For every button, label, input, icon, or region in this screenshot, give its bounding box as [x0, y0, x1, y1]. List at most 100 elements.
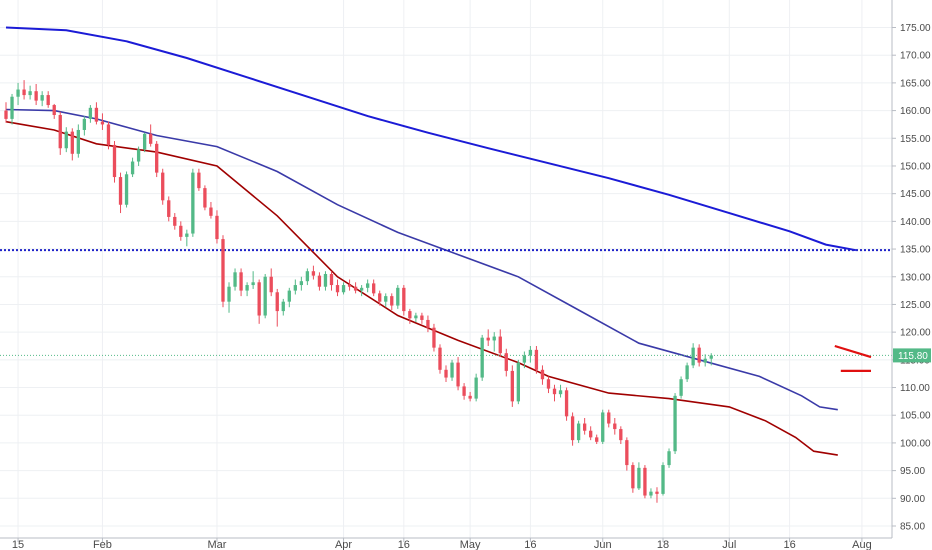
- candle: [438, 344, 442, 374]
- candle: [323, 271, 328, 291]
- candle-body: [347, 285, 352, 287]
- candle: [468, 391, 472, 402]
- candle: [305, 268, 310, 286]
- candle-body: [601, 412, 605, 442]
- candle: [64, 127, 68, 153]
- candle: [118, 172, 123, 214]
- candle-body: [179, 225, 183, 237]
- x-tick-label: Jun: [594, 539, 612, 550]
- candle: [613, 417, 617, 435]
- candle-body: [311, 271, 316, 276]
- candle: [185, 229, 189, 247]
- y-tick-label: 130.00: [900, 272, 931, 283]
- candle-body: [167, 200, 171, 217]
- candle-body: [40, 95, 44, 101]
- candle: [281, 298, 285, 316]
- candle: [534, 345, 539, 374]
- candle: [245, 282, 249, 297]
- candle: [28, 85, 32, 100]
- candle-body: [534, 349, 539, 370]
- candle-body: [649, 491, 653, 496]
- candle: [619, 426, 623, 445]
- candle-body: [552, 388, 557, 395]
- candle-body: [16, 89, 20, 97]
- y-tick-label: 120.00: [900, 328, 931, 339]
- y-tick-label: 100.00: [900, 438, 931, 449]
- candle-body: [161, 172, 165, 201]
- candle: [679, 376, 683, 399]
- candle-body: [582, 423, 587, 431]
- candle: [661, 462, 665, 496]
- candle-body: [595, 437, 599, 442]
- candle-body: [546, 379, 551, 389]
- candle: [233, 268, 237, 291]
- candle-body: [245, 285, 249, 291]
- candle: [142, 132, 147, 153]
- candle: [444, 365, 448, 382]
- candle-body: [221, 239, 225, 302]
- candle-body: [408, 311, 412, 319]
- y-tick-label: 170.00: [900, 51, 931, 62]
- candle-body: [28, 91, 32, 96]
- candle-body: [697, 347, 701, 363]
- candle-body: [528, 349, 533, 356]
- candle-body: [149, 133, 153, 144]
- candle-body: [34, 91, 38, 101]
- candle: [34, 83, 38, 106]
- candle-body: [589, 430, 593, 438]
- x-tick-label: Apr: [335, 539, 352, 550]
- candle: [293, 279, 297, 295]
- candle: [311, 265, 316, 280]
- y-tick-label: 145.00: [900, 189, 931, 200]
- candle-body: [673, 395, 677, 452]
- candle-body: [378, 293, 382, 302]
- candle: [136, 146, 141, 166]
- candle-body: [353, 286, 358, 291]
- candle-body: [438, 347, 442, 370]
- candle: [643, 465, 647, 499]
- candle: [697, 344, 701, 367]
- candle-body: [323, 273, 328, 287]
- candle-body: [209, 207, 213, 216]
- candle-body: [426, 319, 430, 328]
- candle: [631, 462, 635, 493]
- candle: [287, 287, 291, 308]
- candle: [504, 348, 508, 377]
- candle: [16, 82, 20, 106]
- candle: [4, 102, 8, 123]
- candle: [173, 213, 177, 230]
- candle-body: [661, 465, 665, 494]
- x-tick-label: Mar: [207, 539, 226, 550]
- candle-body: [570, 416, 575, 441]
- candle: [112, 141, 117, 183]
- candle: [155, 141, 159, 178]
- candle-body: [251, 282, 255, 286]
- candle: [40, 91, 44, 107]
- candle: [227, 282, 231, 313]
- candle: [209, 201, 213, 219]
- candle-body: [100, 121, 105, 125]
- candle-body: [486, 337, 490, 341]
- candle-body: [173, 216, 177, 226]
- candle-body: [124, 174, 129, 205]
- candle-body: [613, 423, 617, 430]
- candle: [480, 334, 484, 381]
- candle-body: [372, 283, 376, 294]
- candle-body: [155, 143, 159, 173]
- candle: [402, 285, 406, 316]
- candle-body: [679, 379, 683, 396]
- candle: [637, 462, 641, 490]
- candle-body: [305, 271, 310, 282]
- current-price-badge-bg: [893, 348, 931, 363]
- candle-body: [317, 275, 322, 287]
- candle-body: [456, 362, 460, 387]
- candle: [359, 285, 364, 297]
- candle: [269, 268, 273, 297]
- candle-body: [275, 292, 279, 312]
- candle-body: [420, 315, 424, 320]
- candle: [685, 362, 689, 382]
- candle: [492, 332, 496, 352]
- y-tick-label: 110.00: [900, 383, 930, 394]
- x-tick-label: 15: [12, 539, 24, 550]
